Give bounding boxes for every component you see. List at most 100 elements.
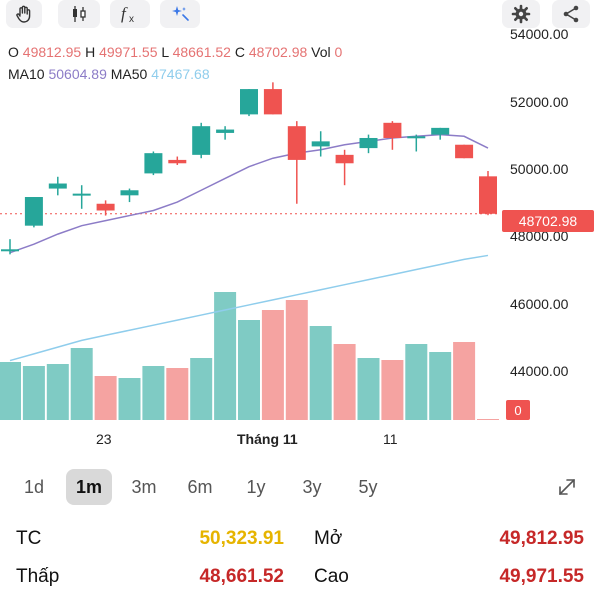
gear-icon[interactable]: [502, 0, 540, 28]
low-value: 48661.52: [172, 44, 231, 60]
volume-bar: [453, 342, 476, 420]
y-tick-label: 48000.00: [510, 228, 569, 245]
high-label: H: [85, 44, 96, 60]
range-1y[interactable]: 1y: [246, 476, 266, 497]
expand-icon[interactable]: [556, 476, 578, 503]
ma50-line: [9, 254, 489, 362]
range-3m[interactable]: 3m: [131, 476, 157, 497]
ma-legend: MA10 50604.89 MA50 47467.68: [8, 66, 210, 82]
candle: [287, 121, 306, 204]
range-selector: 1d 1m 3m 6m 1y 3y 5y: [0, 466, 600, 508]
sparkle-icon[interactable]: [160, 0, 200, 28]
candle: [192, 122, 211, 159]
close-value: 48702.98: [248, 44, 308, 60]
volume-bar: [477, 419, 499, 420]
candle-body: [72, 193, 91, 196]
y-tick-label: 46000.00: [510, 295, 569, 312]
candle: [455, 144, 474, 159]
candle: [431, 127, 450, 140]
close-label: C: [234, 44, 245, 60]
open-value: 49812.95: [22, 44, 82, 60]
candle-body: [96, 203, 115, 211]
candle: [383, 121, 402, 150]
candle-body: [1, 249, 19, 252]
candle: [144, 151, 163, 176]
candle-body: [383, 122, 402, 138]
volume-bar: [0, 362, 21, 420]
candle-body: [335, 154, 354, 164]
volume-bar: [190, 358, 213, 420]
candle-body: [24, 197, 43, 226]
svg-text:f: f: [121, 4, 128, 23]
volume-bar: [429, 352, 452, 420]
range-6m[interactable]: 6m: [187, 476, 213, 497]
volume-bar: [381, 360, 404, 420]
candlestick-icon[interactable]: [58, 0, 100, 28]
volume-bar: [70, 348, 93, 420]
volume-bar: [46, 364, 69, 420]
candle-body: [455, 144, 474, 159]
candle: [120, 188, 139, 203]
volume-bar: [118, 378, 141, 420]
candle: [311, 131, 330, 157]
high-value: 49971.55: [99, 44, 158, 60]
x-tick-label: 11: [383, 431, 398, 447]
volume-bar: [142, 366, 165, 420]
range-1d[interactable]: 1d: [23, 476, 45, 497]
candle-body: [287, 126, 306, 160]
candle-body: [240, 89, 258, 115]
range-3y[interactable]: 3y: [302, 476, 322, 497]
tc-value: 50,323.91: [199, 528, 284, 549]
volume-bar: [357, 358, 380, 420]
share-icon[interactable]: [552, 0, 590, 28]
y-tick-label: 52000.00: [510, 93, 569, 110]
low-label: L: [161, 44, 169, 60]
candle-body: [311, 141, 330, 147]
volume-label: Vol: [311, 44, 331, 60]
volume-bar: [214, 292, 237, 420]
range-1m[interactable]: 1m: [66, 469, 112, 505]
candle-body: [120, 190, 139, 196]
hand-icon[interactable]: [6, 0, 42, 28]
volume-bar: [22, 366, 45, 420]
ma10-label: MA10: [8, 66, 45, 82]
ohlc-legend: O 49812.95 H 49971.55 L 48661.52 C 48702…: [8, 44, 342, 60]
candle: [479, 170, 497, 216]
stats-row: Thấp 48,661.52 Cao 49,971.55: [0, 566, 600, 596]
svg-text:x: x: [129, 14, 134, 24]
volume-bar: [405, 344, 428, 420]
candle-body: [144, 153, 163, 174]
candle: [359, 134, 378, 154]
volume-tag: 0: [506, 400, 530, 420]
y-tick-label: 44000.00: [510, 363, 569, 380]
volume-bar: [94, 376, 117, 420]
y-tick-label: 54000.00: [510, 26, 569, 43]
low-stat-label: Thấp: [16, 566, 60, 587]
candle: [240, 89, 258, 117]
candle: [96, 200, 115, 216]
volume-bar: [333, 344, 356, 420]
candle-body: [479, 176, 497, 214]
range-5y[interactable]: 5y: [358, 476, 378, 497]
volume-bar: [238, 320, 260, 420]
candle: [216, 126, 235, 140]
candle-body: [407, 136, 426, 139]
candle: [1, 239, 19, 255]
current-price-tag: 48702.98: [502, 210, 594, 232]
ma50-label: MA50: [110, 66, 148, 82]
candle-body: [431, 127, 450, 135]
candle-body: [359, 137, 378, 149]
open-label: O: [8, 44, 19, 60]
candle: [335, 149, 354, 186]
open-stat-value: 49,812.95: [499, 528, 584, 549]
stats-row: TC 50,323.91 Mở 49,812.95: [0, 528, 600, 558]
volume-bar: [166, 368, 189, 420]
volume-value: 0: [334, 44, 343, 60]
candle-body: [168, 159, 187, 164]
high-stat-value: 49,971.55: [499, 566, 584, 587]
price-chart[interactable]: [0, 0, 600, 460]
ma10-value: 50604.89: [48, 66, 107, 82]
tc-label: TC: [16, 528, 42, 549]
